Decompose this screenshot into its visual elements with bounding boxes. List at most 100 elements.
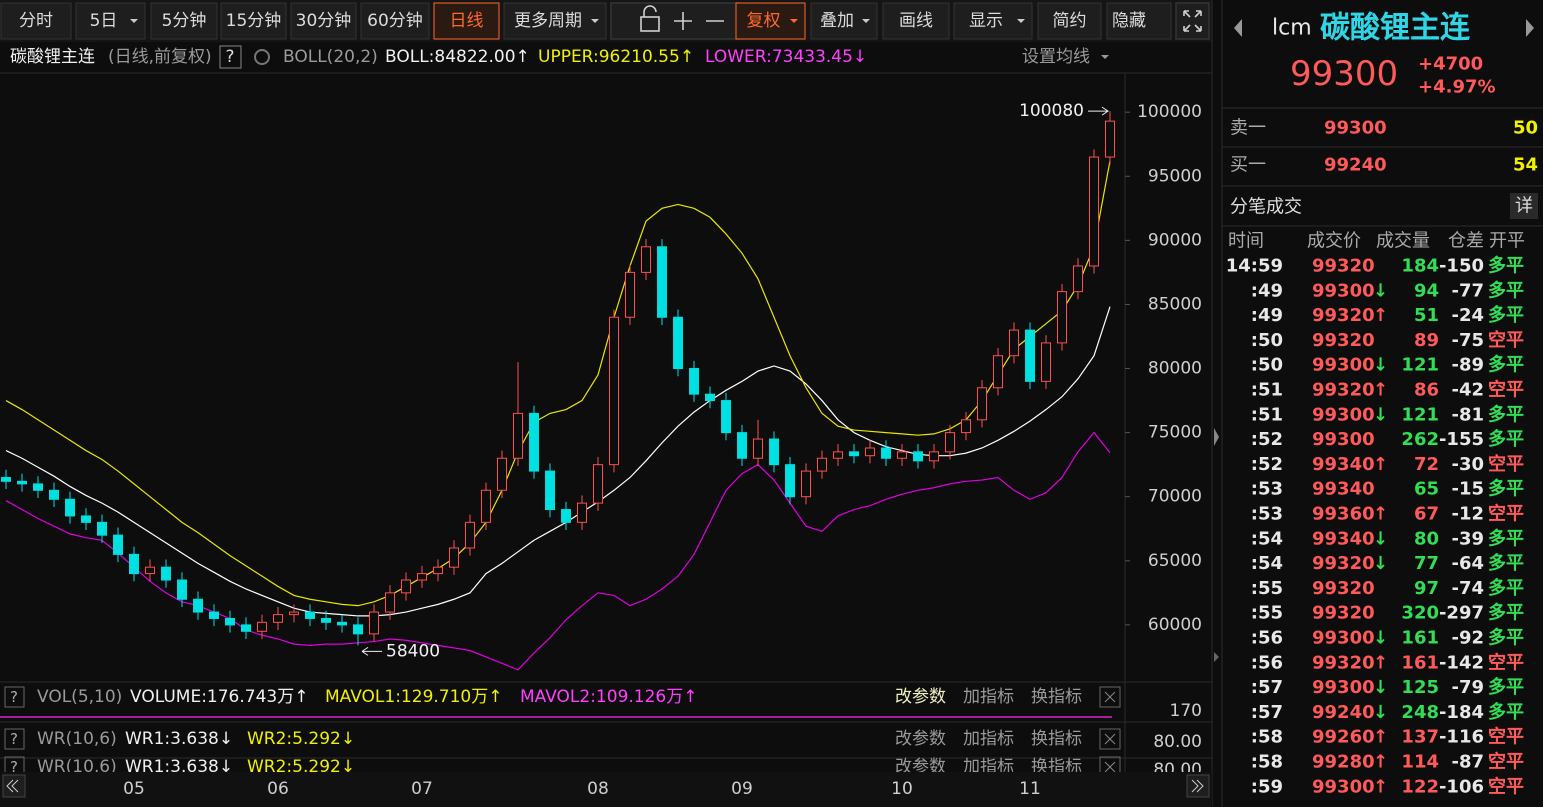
candle-body xyxy=(33,483,43,491)
candle-body xyxy=(529,412,539,472)
toolbar-button[interactable] xyxy=(150,2,218,40)
toolbar-button[interactable] xyxy=(503,2,607,40)
pane-question[interactable] xyxy=(4,686,25,708)
candle-body xyxy=(465,521,475,549)
x-tick-label: 11 xyxy=(1019,779,1041,799)
trade-type: 多平 xyxy=(1488,279,1524,301)
gear-icon[interactable] xyxy=(254,49,270,65)
trade-volume: 65 xyxy=(1414,479,1439,500)
toolbar-button[interactable] xyxy=(1106,2,1172,40)
trade-type: 空平 xyxy=(1488,651,1524,673)
trade-volume: 80 xyxy=(1414,528,1439,549)
toolbar-button[interactable] xyxy=(882,2,950,40)
trade-type: 空平 xyxy=(1488,503,1524,525)
trade-arrow: ↓ xyxy=(1373,280,1388,301)
trade-time: :55 xyxy=(1251,578,1283,599)
toolbar-label: 画线 xyxy=(899,11,933,31)
pane-question[interactable] xyxy=(4,728,25,750)
trade-oi-change: -142 xyxy=(1439,652,1484,673)
volume-axis-label: 170 xyxy=(1170,701,1202,721)
y-tick-label: 65000 xyxy=(1148,551,1202,571)
toolbar-button[interactable] xyxy=(360,2,430,40)
lock-shackle xyxy=(643,5,657,17)
candle-body xyxy=(945,432,955,453)
candle-body xyxy=(449,547,459,568)
candle-body xyxy=(1041,342,1051,382)
toolbar-button[interactable] xyxy=(433,2,500,40)
trade-time: :56 xyxy=(1251,652,1283,673)
pane-close-icon xyxy=(1104,761,1116,773)
collapse-handle[interactable] xyxy=(1214,428,1219,446)
candle-body xyxy=(561,509,571,523)
candle-body xyxy=(657,246,667,318)
trade-volume: 97 xyxy=(1414,578,1439,599)
candle-body xyxy=(1105,120,1115,158)
dropdown-caret xyxy=(862,19,870,23)
candle-body xyxy=(753,438,763,459)
help-box[interactable] xyxy=(219,45,242,69)
trade-arrow: ↑ xyxy=(1373,752,1388,773)
y-tick-label: 90000 xyxy=(1148,230,1202,250)
icon-buttons xyxy=(610,2,1210,40)
trade-volume: 67 xyxy=(1414,504,1439,525)
legend-help: ? xyxy=(225,47,234,67)
trade-type: 多平 xyxy=(1488,627,1524,649)
legend-name: 碳酸锂主连 xyxy=(10,47,95,67)
prev-contract[interactable] xyxy=(1234,19,1242,37)
trade-price: 99240 xyxy=(1312,702,1375,723)
trade-oi-change: -81 xyxy=(1451,404,1484,425)
trade-time: :54 xyxy=(1251,528,1283,549)
lock-icon[interactable] xyxy=(640,16,660,32)
trade-price: 99300 xyxy=(1312,429,1375,450)
toolbar-button[interactable] xyxy=(0,2,72,40)
next-contract[interactable] xyxy=(1526,19,1534,37)
y-tick-label: 60000 xyxy=(1148,615,1202,635)
x-tick-label: 08 xyxy=(587,779,609,799)
trade-type: 多平 xyxy=(1488,552,1524,574)
trade-oi-change: -89 xyxy=(1451,355,1484,376)
trade-volume: 125 xyxy=(1401,677,1439,698)
pane-indicator: VOL(5,10) xyxy=(37,687,122,707)
candle-body xyxy=(881,447,891,459)
indicator-panes: ? VOL(5,10) VOLUME:176.743万↑ MAVOL1:129.710… xyxy=(0,686,1202,780)
trade-type: 空平 xyxy=(1488,379,1524,401)
ask-label: 卖一 xyxy=(1230,118,1266,139)
pane-question-mark: ? xyxy=(10,758,18,776)
candle-body xyxy=(513,412,523,459)
toolbar-button[interactable] xyxy=(1037,2,1102,40)
scroll-left[interactable] xyxy=(2,774,26,798)
trade-time: :54 xyxy=(1251,553,1283,574)
y-tick-label: 75000 xyxy=(1148,423,1202,443)
trade-time: :49 xyxy=(1251,280,1283,301)
collapse-handle-small[interactable] xyxy=(1214,652,1219,662)
pane-close[interactable] xyxy=(1099,686,1121,708)
detail-button[interactable] xyxy=(1510,193,1538,219)
boll-line xyxy=(5,306,1111,617)
trade-volume: 121 xyxy=(1401,355,1439,376)
toolbar-label: 隐藏 xyxy=(1112,11,1146,31)
toolbar-label: 分时 xyxy=(19,11,53,31)
candle-body xyxy=(369,611,379,635)
candle-body xyxy=(321,617,331,623)
toolbar-button[interactable] xyxy=(290,2,357,40)
high-annotation: 100080 xyxy=(1019,101,1084,121)
candle-body xyxy=(1089,156,1099,267)
pane-close[interactable] xyxy=(1099,728,1121,750)
zoom-in-icon[interactable] xyxy=(674,12,692,30)
fullscreen-icon xyxy=(1183,10,1202,32)
pane-mavol2: MAVOL2:109.126万↑ xyxy=(520,687,697,707)
trade-type: 多平 xyxy=(1488,428,1524,450)
high-arrow xyxy=(1088,106,1109,116)
candle-body xyxy=(721,400,731,434)
candle-body xyxy=(689,368,699,395)
x-tick-label: 10 xyxy=(891,779,913,799)
trade-oi-change: -106 xyxy=(1439,776,1484,797)
trade-price: 99340 xyxy=(1312,479,1375,500)
toolbar-button[interactable] xyxy=(220,2,287,40)
trade-volume: 114 xyxy=(1401,752,1439,773)
trade-volume: 122 xyxy=(1401,776,1439,797)
fullscreen-button[interactable] xyxy=(1175,2,1210,40)
bid-price: 99240 xyxy=(1324,155,1387,176)
